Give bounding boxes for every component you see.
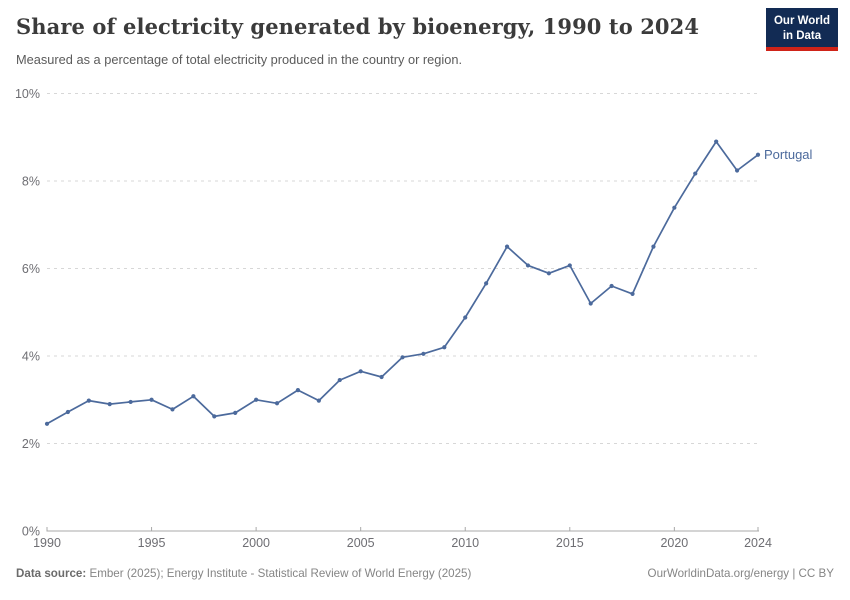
data-point-marker[interactable] bbox=[755, 152, 761, 157]
series-line-portugal[interactable] bbox=[46, 140, 759, 425]
data-point-marker[interactable] bbox=[463, 315, 468, 320]
data-point-marker[interactable] bbox=[44, 421, 50, 426]
data-point-marker[interactable] bbox=[442, 345, 447, 350]
x-tick-label: 2010 bbox=[451, 536, 479, 550]
data-point-marker[interactable] bbox=[734, 168, 740, 173]
data-point-marker[interactable] bbox=[170, 407, 175, 412]
x-tick-label: 2005 bbox=[347, 536, 375, 550]
data-point-marker[interactable] bbox=[86, 398, 91, 403]
data-point-marker[interactable] bbox=[379, 374, 384, 380]
data-point-marker[interactable] bbox=[295, 388, 301, 393]
data-point-marker[interactable] bbox=[337, 377, 342, 383]
data-point-marker[interactable] bbox=[212, 414, 217, 419]
y-tick-label: 10% bbox=[15, 87, 40, 101]
entity-label-portugal[interactable]: Portugal bbox=[764, 147, 813, 162]
data-point-marker[interactable] bbox=[128, 399, 133, 405]
data-point-marker[interactable] bbox=[65, 409, 71, 415]
y-tick-label: 6% bbox=[22, 262, 40, 276]
data-point-marker[interactable] bbox=[630, 291, 635, 296]
data-source-text: Ember (2025); Energy Institute - Statist… bbox=[86, 567, 472, 580]
data-point-marker[interactable] bbox=[191, 394, 196, 399]
owid-logo-line2: in Data bbox=[782, 29, 822, 42]
data-point-marker[interactable] bbox=[149, 397, 154, 402]
x-tick-label: 2000 bbox=[242, 536, 270, 550]
data-point-marker[interactable] bbox=[484, 281, 489, 286]
data-point-marker[interactable] bbox=[274, 401, 280, 406]
data-point-marker[interactable] bbox=[358, 369, 363, 374]
data-point-marker[interactable] bbox=[525, 263, 531, 268]
data-point-marker[interactable] bbox=[651, 244, 656, 249]
x-tick-label: 2015 bbox=[556, 536, 584, 550]
data-point-marker[interactable] bbox=[316, 398, 321, 403]
data-point-marker[interactable] bbox=[421, 351, 426, 356]
owid-logo-line1: Our World bbox=[773, 15, 830, 27]
x-tick-label: 1995 bbox=[138, 536, 166, 550]
data-point-marker[interactable] bbox=[672, 205, 677, 210]
x-tick-label: 1990 bbox=[33, 536, 61, 550]
y-tick-label: 4% bbox=[22, 349, 40, 363]
y-tick-label: 8% bbox=[22, 174, 40, 188]
data-point-marker[interactable] bbox=[609, 283, 614, 289]
data-point-marker[interactable] bbox=[567, 263, 572, 268]
data-point-marker[interactable] bbox=[400, 355, 405, 360]
page-title: Share of electricity generated by bioene… bbox=[16, 14, 700, 39]
data-point-marker[interactable] bbox=[504, 244, 510, 249]
data-point-marker[interactable] bbox=[714, 139, 719, 144]
credit-link[interactable]: OurWorldinData.org/energy | CC BY bbox=[647, 567, 834, 580]
data-point-marker[interactable] bbox=[546, 271, 551, 276]
owid-logo: Our World in Data bbox=[765, 8, 838, 52]
data-point-marker[interactable] bbox=[693, 171, 698, 176]
data-point-marker[interactable] bbox=[233, 410, 238, 415]
y-tick-label: 0% bbox=[22, 524, 40, 538]
data-source-label: Data source: bbox=[16, 567, 87, 580]
chart-subtitle: Measured as a percentage of total electr… bbox=[16, 52, 463, 67]
y-tick-label: 2% bbox=[22, 437, 40, 451]
data-point-marker[interactable] bbox=[107, 402, 112, 407]
data-source: Data source: Ember (2025); Energy Instit… bbox=[16, 567, 471, 580]
data-point-marker[interactable] bbox=[254, 397, 259, 402]
x-tick-label: 2024 bbox=[744, 536, 772, 550]
data-point-marker[interactable] bbox=[588, 301, 593, 306]
x-tick-label: 2020 bbox=[660, 536, 688, 550]
